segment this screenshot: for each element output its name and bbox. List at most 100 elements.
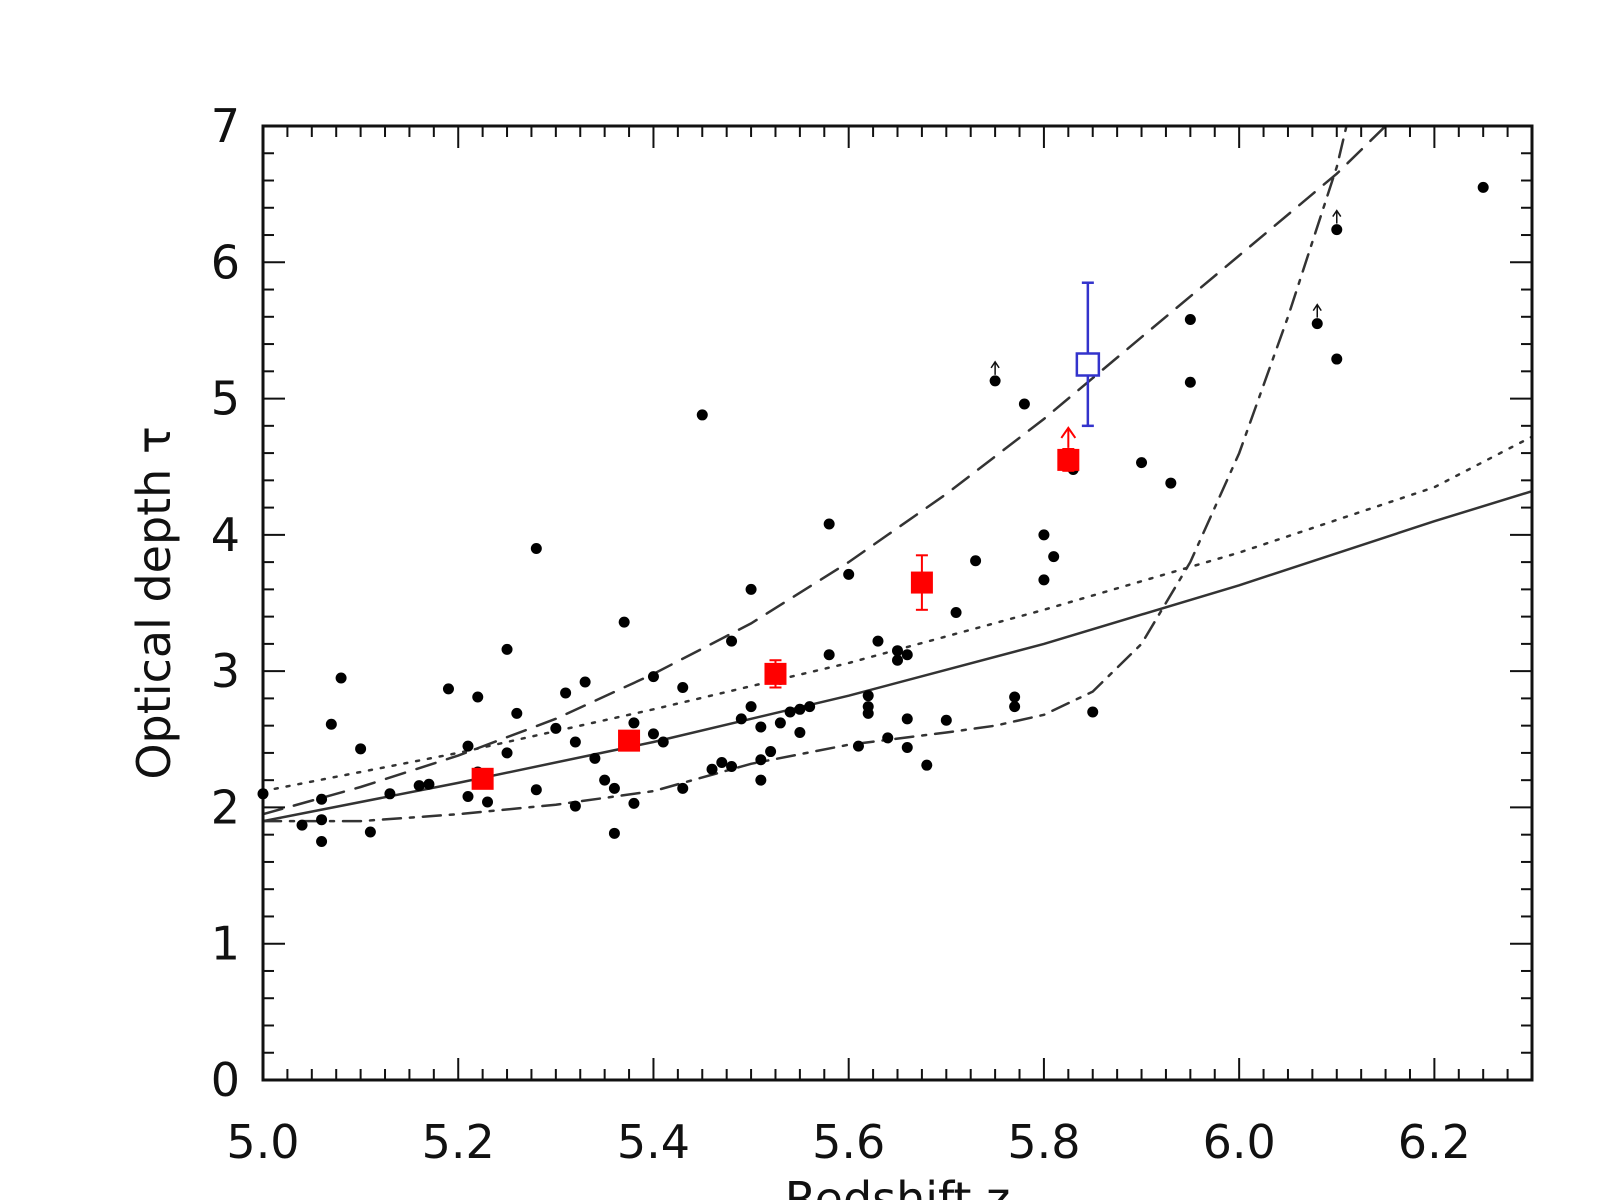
data-point <box>882 732 894 744</box>
curve-dashed <box>263 126 1387 816</box>
data-point <box>599 774 611 786</box>
data-point <box>511 707 523 719</box>
data-point <box>355 743 367 755</box>
data-point <box>569 736 581 748</box>
data-point <box>872 635 884 647</box>
binned-point <box>1057 448 1080 471</box>
data-point <box>608 827 620 839</box>
y-tick-label: 2 <box>211 780 240 834</box>
data-point <box>482 796 494 808</box>
data-point <box>804 701 816 713</box>
data-point <box>296 819 308 831</box>
data-point <box>335 672 347 684</box>
x-tick-label: 5.8 <box>1007 1115 1080 1169</box>
data-point <box>892 645 903 657</box>
data-point <box>970 555 982 567</box>
data-point <box>316 814 328 826</box>
data-point <box>530 542 542 554</box>
data-point <box>755 754 767 766</box>
data-point <box>823 649 835 661</box>
data-point <box>901 649 913 661</box>
plot-border <box>261 124 1534 1082</box>
data-point <box>1165 477 1177 489</box>
data-point <box>677 782 689 794</box>
data-point <box>726 761 738 773</box>
data-point <box>589 752 601 764</box>
data-point <box>462 740 474 752</box>
data-point <box>1311 318 1323 330</box>
data-point <box>696 409 708 421</box>
curve-dashdot <box>263 126 1348 823</box>
x-tick-label: 5.4 <box>617 1115 690 1169</box>
x-tick-label: 6.0 <box>1203 1115 1276 1169</box>
data-point <box>569 800 581 812</box>
y-axis-label: Optical depth τ <box>127 426 181 779</box>
binned-point <box>618 729 641 752</box>
data-point <box>765 746 777 758</box>
data-point <box>1184 376 1196 388</box>
x-tick-label: 6.2 <box>1398 1115 1471 1169</box>
data-point <box>843 568 855 580</box>
data-point <box>1048 551 1060 563</box>
data-point <box>862 690 874 702</box>
x-tick-label: 5.2 <box>422 1115 495 1169</box>
data-point <box>628 797 640 809</box>
data-point <box>579 676 591 688</box>
x-tick-label: 5.0 <box>226 1115 299 1169</box>
data-point <box>1331 353 1343 365</box>
data-point <box>1038 529 1050 541</box>
data-point <box>1477 181 1489 193</box>
data-point <box>316 836 328 847</box>
data-point <box>940 714 952 726</box>
lower-limit-arrowhead <box>1312 303 1322 312</box>
data-point <box>989 375 1001 387</box>
y-tick-label: 1 <box>211 917 240 971</box>
data-point <box>1087 706 1099 718</box>
plot-frame: 5.0 5.2 5.4 5.6 5.8 6.0 6.2 0 1 2 3 4 5 6 7 <box>211 99 1534 1169</box>
data-point <box>316 793 328 805</box>
data-point <box>647 671 659 683</box>
data-point <box>852 740 864 752</box>
data-point <box>901 741 913 753</box>
data-point <box>560 687 572 699</box>
y-tick-label: 5 <box>211 372 240 426</box>
data-point <box>677 681 689 693</box>
curve-dotted <box>263 435 1532 793</box>
data-point <box>716 756 728 768</box>
axis-labels: Optical depth τ Redshift z <box>127 426 1010 1200</box>
data-point <box>384 788 396 800</box>
data-point <box>1038 574 1050 586</box>
data-point <box>647 728 659 740</box>
data-point <box>423 778 435 790</box>
lower-limit-arrowhead <box>990 360 1000 369</box>
data-points <box>257 181 1489 847</box>
data-point <box>755 721 767 733</box>
data-point <box>1009 691 1021 703</box>
data-point <box>892 654 903 666</box>
open-point <box>1075 352 1101 377</box>
data-point <box>745 583 757 595</box>
data-point <box>1136 457 1148 469</box>
data-point <box>950 607 962 619</box>
data-point <box>530 784 542 796</box>
data-point <box>794 703 806 715</box>
data-point <box>413 780 425 792</box>
data-point <box>794 726 806 738</box>
y-tick-label: 6 <box>211 235 240 289</box>
data-point <box>901 713 913 725</box>
lower-limit-arrowhead <box>1332 209 1342 217</box>
data-point <box>862 707 874 719</box>
data-point <box>325 718 337 730</box>
y-tick-label: 3 <box>211 644 240 698</box>
data-point <box>921 759 933 771</box>
binned-point <box>764 662 787 685</box>
x-tick-label: 5.6 <box>812 1115 885 1169</box>
data-point <box>628 717 640 729</box>
data-point <box>735 713 747 725</box>
data-point <box>774 717 786 729</box>
data-point <box>462 791 474 803</box>
data-point <box>442 683 454 695</box>
data-point <box>784 706 796 718</box>
data-point <box>1331 224 1343 236</box>
